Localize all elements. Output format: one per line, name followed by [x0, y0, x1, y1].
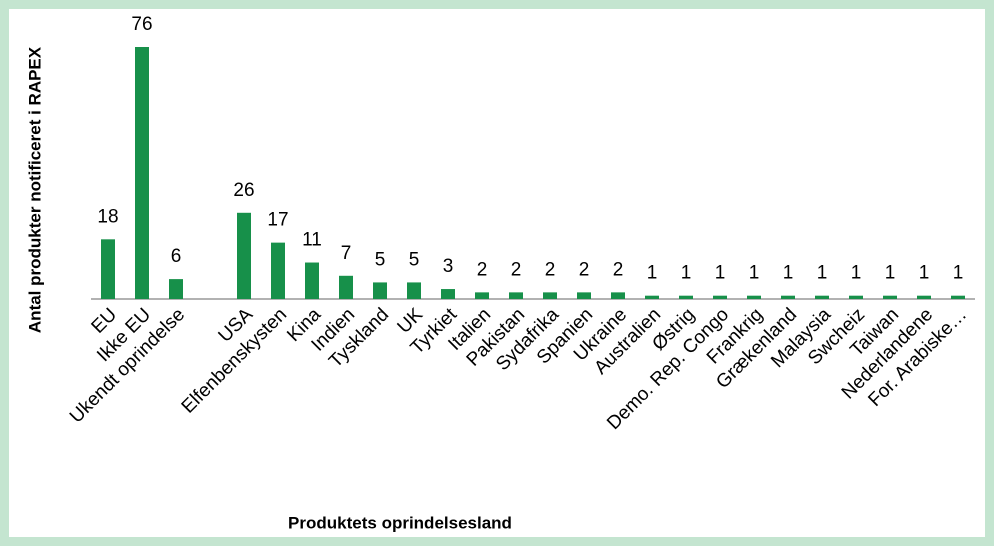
- bar: [917, 295, 931, 299]
- data-label: 1: [817, 263, 828, 284]
- bar: [441, 289, 455, 299]
- data-label: 1: [919, 263, 930, 284]
- data-label: 1: [647, 263, 658, 284]
- bar: [611, 292, 625, 299]
- data-label: 1: [953, 263, 964, 284]
- bar: [747, 295, 761, 299]
- data-label: 11: [302, 230, 322, 251]
- data-label: 2: [613, 259, 624, 280]
- data-label: 1: [681, 263, 692, 284]
- bar: [679, 295, 693, 299]
- bar: [271, 242, 285, 299]
- bar: [237, 212, 251, 299]
- data-label: 17: [267, 210, 288, 231]
- bar: [577, 292, 591, 299]
- bar: [815, 295, 829, 299]
- data-label: 18: [97, 206, 118, 227]
- bar: [713, 295, 727, 299]
- data-label: 2: [477, 259, 488, 280]
- data-label: 2: [545, 259, 556, 280]
- bar: [169, 279, 183, 299]
- bar: [305, 262, 319, 299]
- bar: [475, 292, 489, 299]
- bar: [339, 275, 353, 299]
- data-label: 3: [443, 256, 454, 277]
- bar: [543, 292, 557, 299]
- data-label: 26: [233, 180, 254, 201]
- bar: [951, 295, 965, 299]
- bar: [849, 295, 863, 299]
- data-label: 6: [171, 246, 182, 267]
- data-label: 1: [885, 263, 896, 284]
- bar: [373, 282, 387, 299]
- y-axis-title: Antal produkter notificeret i RAPEX: [25, 46, 44, 333]
- bar: [135, 47, 149, 299]
- bar: [781, 295, 795, 299]
- bar: [645, 295, 659, 299]
- data-label: 2: [511, 259, 522, 280]
- data-label: 1: [749, 263, 760, 284]
- data-label: 5: [409, 249, 420, 270]
- bar: [101, 239, 115, 299]
- plot-background: [9, 9, 985, 537]
- data-label: 1: [783, 263, 794, 284]
- data-label: 1: [851, 263, 862, 284]
- data-label: 2: [579, 259, 590, 280]
- bar: [509, 292, 523, 299]
- data-label: 1: [715, 263, 726, 284]
- data-label: 5: [375, 249, 386, 270]
- bar: [407, 282, 421, 299]
- data-label: 7: [341, 243, 352, 264]
- bar: [883, 295, 897, 299]
- data-label: 76: [131, 14, 152, 35]
- x-axis-title: Produktets oprindelsesland: [288, 513, 512, 532]
